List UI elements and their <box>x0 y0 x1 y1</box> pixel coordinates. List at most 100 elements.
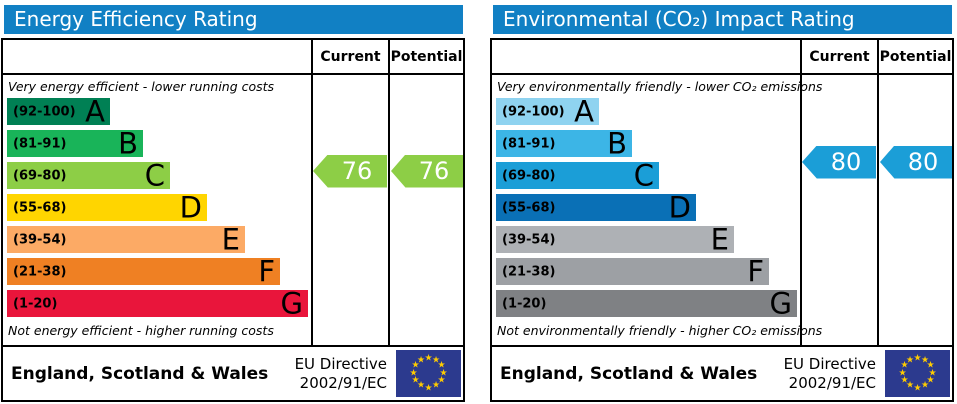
eu-directive-label: EU Directive 2002/91/EC <box>295 355 387 393</box>
eu-directive-line1: EU Directive <box>783 354 876 373</box>
footer-row: England, Scotland & Wales EU Directive 2… <box>492 345 952 400</box>
eu-star-icon: ★ <box>411 375 420 386</box>
column-header-row: Current Potential <box>492 40 952 75</box>
current-rating-value: 76 <box>341 157 373 185</box>
footer-row: England, Scotland & Wales EU Directive 2… <box>3 345 463 400</box>
band-g: (1-20) G <box>496 286 797 320</box>
region-label: England, Scotland & Wales <box>500 363 758 384</box>
eu-directive-line2: 2002/91/EC <box>299 373 387 392</box>
eu-star-icon: ★ <box>431 355 441 365</box>
band-letter: B <box>118 126 138 160</box>
eu-star-icon: ★ <box>920 355 930 365</box>
eu-star-icon: ★ <box>409 368 418 378</box>
eu-star-icon: ★ <box>439 368 448 378</box>
eu-star-icon: ★ <box>905 380 915 391</box>
bottom-caption: Not environmentally friendly - higher CO… <box>497 323 823 338</box>
band-range-label: (1-20) <box>13 296 58 311</box>
potential-rating-arrow: 80 <box>880 145 952 179</box>
eu-star-icon: ★ <box>900 360 909 371</box>
band-range-label: (21-38) <box>13 264 67 279</box>
eu-star-icon: ★ <box>437 360 446 371</box>
top-caption: Very energy efficient - lower running co… <box>8 79 275 94</box>
band-range-label: (69-80) <box>13 168 67 183</box>
band-letter: G <box>769 286 792 320</box>
eu-star-icon: ★ <box>905 355 915 365</box>
band-letter: A <box>574 94 594 128</box>
rating-table: Current Potential Very energy efficient … <box>1 38 465 402</box>
band-range-label: (81-91) <box>502 136 556 151</box>
eu-directive-line1: EU Directive <box>294 354 387 373</box>
potential-column-header: Potential <box>879 48 952 65</box>
region-label: England, Scotland & Wales <box>11 363 269 384</box>
eu-star-icon: ★ <box>411 360 420 371</box>
current-rating-value: 80 <box>830 148 862 176</box>
eu-star-icon: ★ <box>926 360 935 371</box>
eu-star-icon: ★ <box>913 353 922 363</box>
band-range-label: (21-38) <box>502 264 556 279</box>
column-header-row: Current Potential <box>3 40 463 75</box>
band-letter: C <box>633 158 654 192</box>
band-letter: F <box>747 254 764 288</box>
eu-star-icon: ★ <box>928 368 937 378</box>
band-d: (55-68) D <box>7 193 207 222</box>
band-f: (21-38) F <box>496 254 769 288</box>
eu-star-icon: ★ <box>416 355 426 365</box>
band-letter: F <box>258 254 275 288</box>
band-range-label: (55-68) <box>502 200 556 215</box>
eu-flag-icon: ★ ★ ★ ★ ★ ★ ★ ★ ★ ★ ★ ★ <box>885 350 950 397</box>
band-letter: G <box>280 286 303 320</box>
eu-directive-label: EU Directive 2002/91/EC <box>784 355 876 393</box>
band-e: (39-54) E <box>496 225 734 254</box>
band-letter: A <box>85 94 105 128</box>
column-divider <box>800 40 802 345</box>
eu-star-icon: ★ <box>913 383 922 393</box>
panel-title: Environmental (CO₂) Impact Rating <box>493 5 952 34</box>
eu-star-icon: ★ <box>424 383 433 393</box>
band-range-label: (92-100) <box>13 104 76 119</box>
eu-star-icon: ★ <box>920 380 930 391</box>
band-a: (92-100) A <box>7 94 110 128</box>
band-range-label: (39-54) <box>13 232 67 247</box>
band-c: (69-80) C <box>7 158 170 192</box>
potential-rating-arrow: 76 <box>391 154 463 188</box>
eu-star-icon: ★ <box>424 353 433 363</box>
band-b: (81-91) B <box>7 126 143 160</box>
current-column-header: Current <box>320 48 381 65</box>
band-range-label: (1-20) <box>502 296 547 311</box>
panel-title: Energy Efficiency Rating <box>4 5 463 34</box>
band-letter: D <box>668 190 691 224</box>
top-caption: Very environmentally friendly - lower CO… <box>497 79 823 94</box>
eu-star-icon: ★ <box>900 375 909 386</box>
band-letter: E <box>221 222 240 256</box>
bottom-caption: Not energy efficient - higher running co… <box>8 323 274 338</box>
band-b: (81-91) B <box>496 126 632 160</box>
band-letter: C <box>144 158 165 192</box>
band-letter: B <box>607 126 627 160</box>
potential-rating-value: 76 <box>418 157 450 185</box>
band-c: (69-80) C <box>496 158 659 192</box>
band-g: (1-20) G <box>7 286 308 320</box>
band-range-label: (92-100) <box>502 104 565 119</box>
potential-rating-value: 80 <box>907 148 939 176</box>
band-range-label: (81-91) <box>13 136 67 151</box>
eu-star-icon: ★ <box>926 375 935 386</box>
column-divider <box>877 40 879 345</box>
column-divider <box>311 40 313 345</box>
band-range-label: (55-68) <box>13 200 67 215</box>
band-d: (55-68) D <box>496 190 696 224</box>
band-a: (92-100) A <box>496 94 599 128</box>
energy-efficiency-rating-panel: Energy Efficiency Rating Current Potenti… <box>0 0 466 404</box>
current-rating-arrow: 76 <box>313 154 387 188</box>
band-e: (39-54) E <box>7 222 245 256</box>
column-divider <box>388 40 390 345</box>
eu-flag-icon: ★ ★ ★ ★ ★ ★ ★ ★ ★ ★ ★ ★ <box>396 350 461 397</box>
eu-star-icon: ★ <box>416 380 426 391</box>
environmental-co2-impact-rating-panel: Environmental (CO₂) Impact Rating Curren… <box>489 0 955 404</box>
rating-table: Current Potential Very environmentally f… <box>490 38 954 402</box>
band-f: (21-38) F <box>7 254 280 288</box>
current-column-header: Current <box>809 48 870 65</box>
band-range-label: (69-80) <box>502 168 556 183</box>
eu-star-icon: ★ <box>431 380 441 391</box>
eu-star-icon: ★ <box>437 375 446 386</box>
